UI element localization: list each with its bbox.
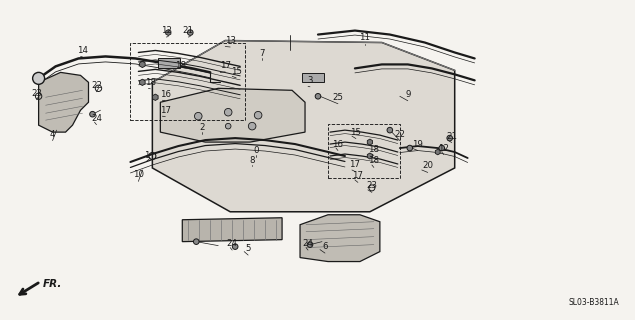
Text: 16: 16 xyxy=(160,90,171,99)
Text: 18: 18 xyxy=(145,78,156,87)
Text: 0: 0 xyxy=(253,146,259,155)
Text: 18: 18 xyxy=(175,61,186,70)
Polygon shape xyxy=(152,94,158,100)
Text: 1: 1 xyxy=(144,150,149,160)
Text: 17: 17 xyxy=(349,160,361,170)
Text: 11: 11 xyxy=(359,33,370,42)
Circle shape xyxy=(90,111,95,117)
FancyBboxPatch shape xyxy=(302,73,324,82)
Text: 5: 5 xyxy=(245,244,251,253)
Text: 15: 15 xyxy=(351,128,361,137)
Text: 22: 22 xyxy=(394,130,405,139)
Text: 10: 10 xyxy=(133,171,144,180)
Polygon shape xyxy=(39,72,88,132)
Text: 12: 12 xyxy=(161,26,172,35)
Circle shape xyxy=(32,72,44,84)
Polygon shape xyxy=(152,41,455,212)
Text: 18: 18 xyxy=(368,156,379,165)
Text: 16: 16 xyxy=(333,140,344,148)
Polygon shape xyxy=(367,139,373,145)
Text: 17: 17 xyxy=(220,61,231,70)
Polygon shape xyxy=(140,79,145,85)
Circle shape xyxy=(194,112,202,120)
Text: 9: 9 xyxy=(405,90,410,99)
Polygon shape xyxy=(367,153,373,159)
Text: 7: 7 xyxy=(259,49,265,58)
Text: 4: 4 xyxy=(50,130,55,139)
Text: 15: 15 xyxy=(231,67,242,76)
Polygon shape xyxy=(300,215,380,261)
Text: 17: 17 xyxy=(160,106,171,115)
Circle shape xyxy=(225,123,231,129)
Text: SL03-B3811A: SL03-B3811A xyxy=(568,298,619,307)
Text: 8: 8 xyxy=(250,156,255,164)
Circle shape xyxy=(232,244,238,249)
Polygon shape xyxy=(140,61,145,68)
Text: 20: 20 xyxy=(422,162,433,171)
Text: 24: 24 xyxy=(227,239,237,248)
Text: 18: 18 xyxy=(368,145,379,154)
Text: 23: 23 xyxy=(31,89,42,98)
Circle shape xyxy=(315,93,321,99)
Circle shape xyxy=(447,135,453,141)
Text: 17: 17 xyxy=(352,172,363,180)
Text: 19: 19 xyxy=(412,140,423,148)
Text: 12: 12 xyxy=(438,144,449,153)
Polygon shape xyxy=(182,218,282,242)
Text: 6: 6 xyxy=(322,242,328,251)
Text: 24: 24 xyxy=(91,114,102,123)
Text: 2: 2 xyxy=(199,123,205,132)
Polygon shape xyxy=(436,149,440,155)
Circle shape xyxy=(407,145,413,151)
Circle shape xyxy=(439,145,444,151)
Circle shape xyxy=(224,108,232,116)
Text: 3: 3 xyxy=(307,76,313,85)
Text: 23: 23 xyxy=(366,181,377,190)
Text: 25: 25 xyxy=(333,93,344,102)
Polygon shape xyxy=(166,29,171,36)
FancyBboxPatch shape xyxy=(158,59,180,68)
Text: 21: 21 xyxy=(183,26,194,35)
Text: 24: 24 xyxy=(302,239,314,248)
Circle shape xyxy=(387,127,392,133)
Circle shape xyxy=(194,239,199,244)
Circle shape xyxy=(255,111,262,119)
Circle shape xyxy=(187,30,193,35)
Text: 22: 22 xyxy=(91,81,102,90)
Text: 21: 21 xyxy=(446,132,457,140)
Text: FR.: FR. xyxy=(43,279,62,290)
Circle shape xyxy=(307,242,313,247)
Polygon shape xyxy=(161,88,305,142)
Circle shape xyxy=(248,122,256,130)
Text: 13: 13 xyxy=(225,36,236,45)
Text: 14: 14 xyxy=(77,46,88,55)
